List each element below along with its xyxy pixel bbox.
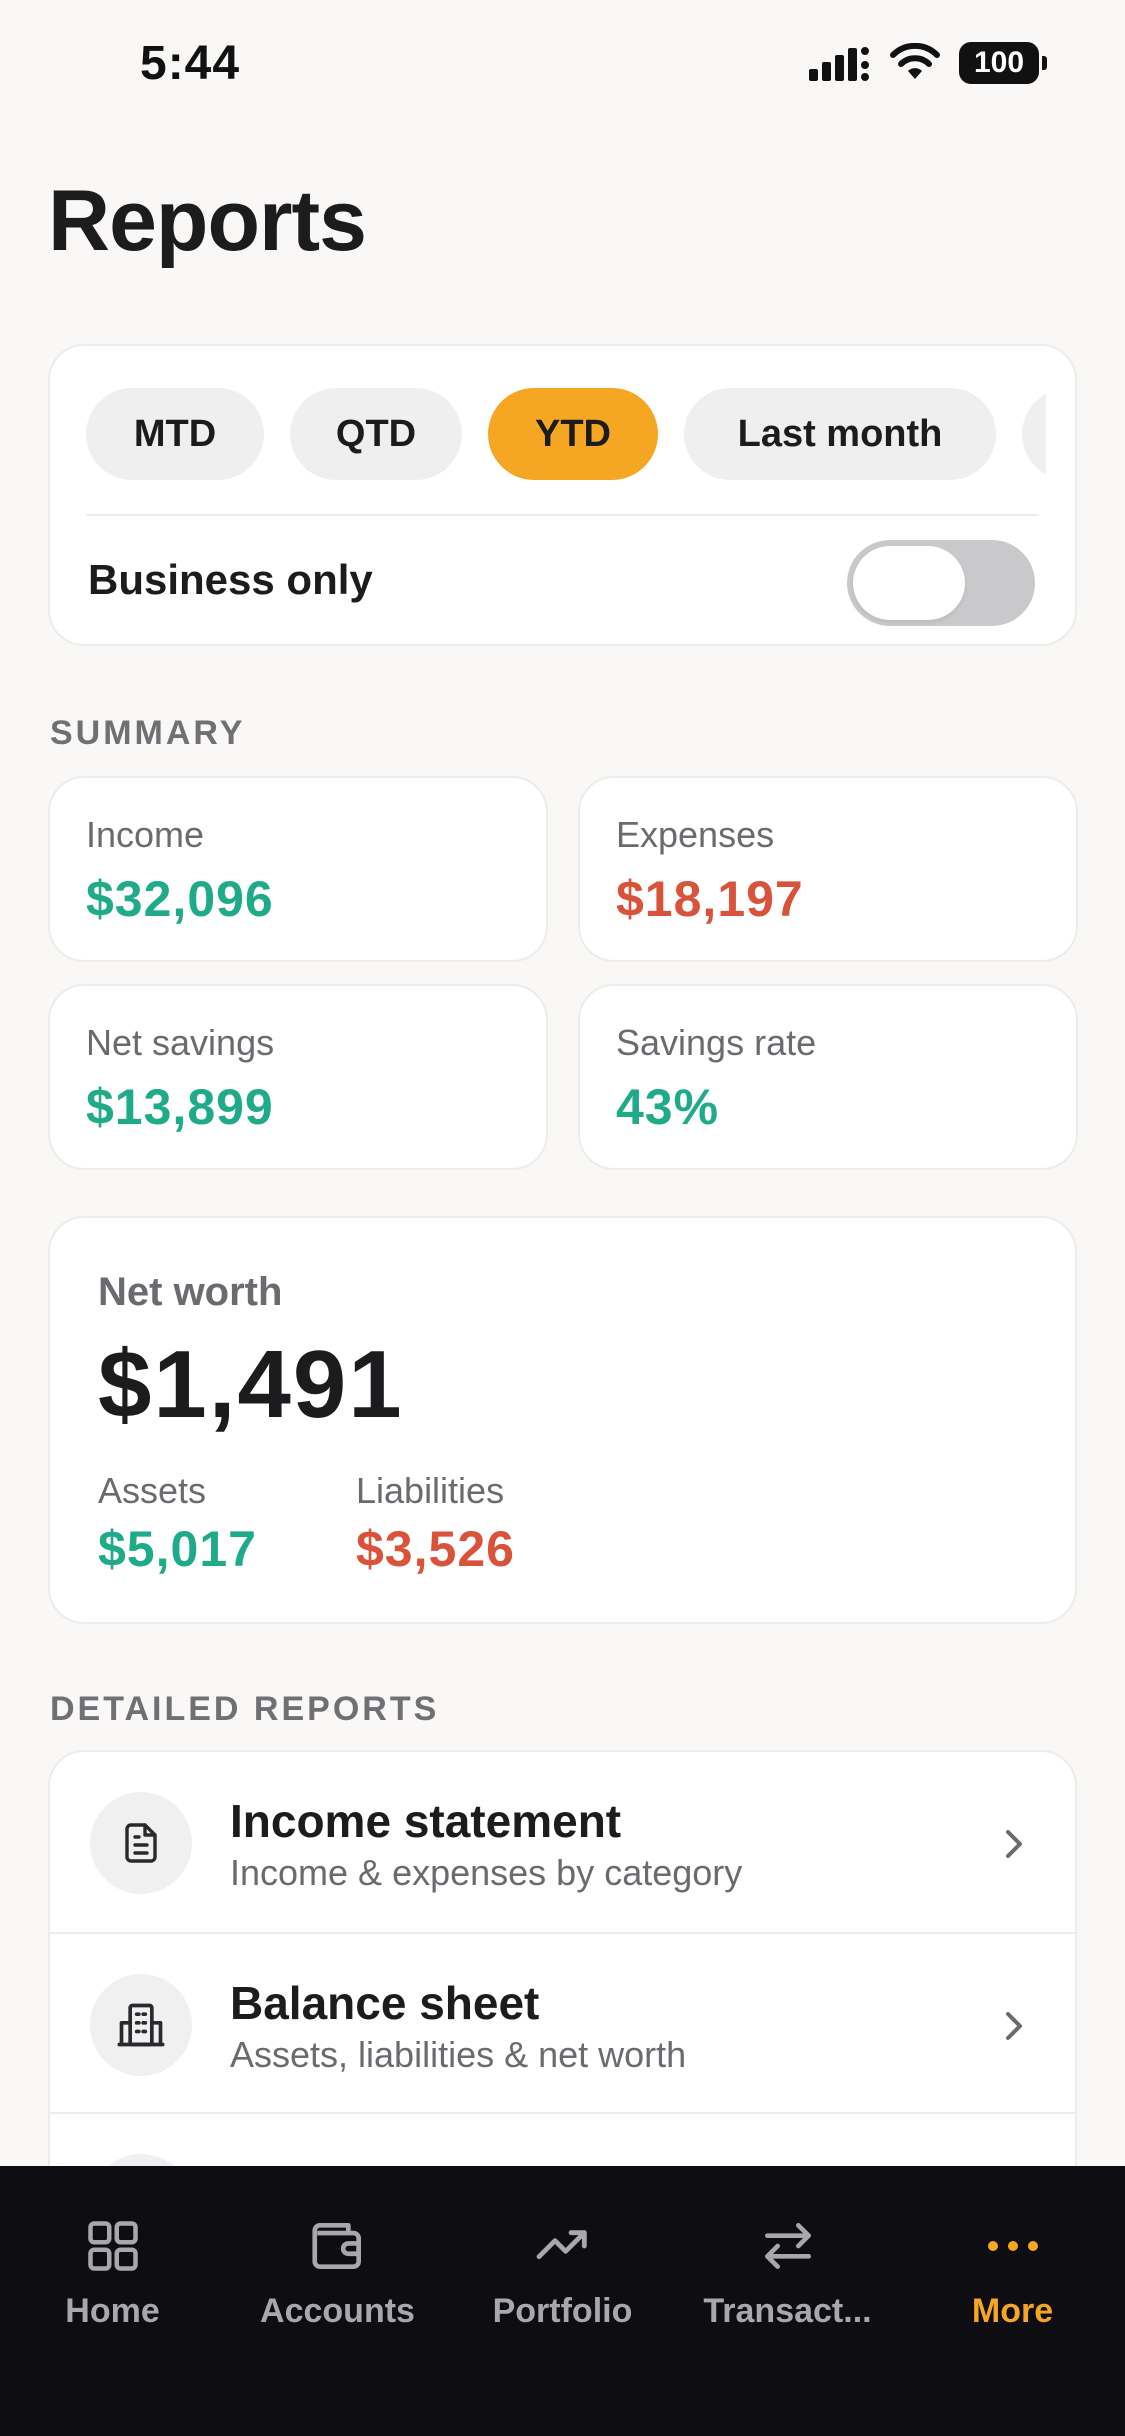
period-chips: MTD QTD YTD Last month	[86, 388, 1046, 480]
tab-label: More	[971, 2292, 1054, 2330]
business-only-toggle[interactable]	[847, 540, 1035, 626]
expenses-value: $18,197	[616, 871, 804, 927]
expenses-label: Expenses	[616, 814, 775, 855]
wifi-icon	[890, 43, 940, 79]
chip-last-month[interactable]: Last month	[684, 388, 996, 480]
cellular-signal-icon	[809, 47, 869, 81]
detailed-reports-section-label: DETAILED REPORTS	[50, 1690, 440, 1728]
tab-label: Portfolio	[492, 2292, 633, 2330]
filter-card: MTD QTD YTD Last month Business only	[48, 344, 1077, 646]
page-title: Reports	[48, 173, 367, 269]
tab-accounts[interactable]: Accounts	[225, 2210, 450, 2340]
document-icon	[90, 1792, 192, 1894]
chip-ytd[interactable]: YTD	[488, 388, 658, 480]
status-icons: 100	[809, 42, 1047, 84]
grid-icon	[83, 2210, 143, 2282]
trend-up-icon	[531, 2210, 595, 2282]
tab-transactions[interactable]: Transact...	[675, 2210, 900, 2340]
building-icon	[90, 1974, 192, 2076]
chevron-right-icon	[1006, 2012, 1022, 2040]
report-row-balance-sheet[interactable]: Balance sheet Assets, liabilities & net …	[50, 1932, 1075, 2112]
tab-home[interactable]: Home	[0, 2210, 225, 2340]
assets-label: Assets	[98, 1470, 207, 1511]
net-worth-card[interactable]: Net worth $1,491 Assets $5,017 Liabiliti…	[48, 1216, 1077, 1624]
net-savings-tile[interactable]: Net savings $13,899	[48, 984, 548, 1170]
summary-section-label: SUMMARY	[50, 714, 246, 752]
tab-more[interactable]: More	[900, 2210, 1125, 2340]
savings-rate-tile[interactable]: Savings rate 43%	[578, 984, 1078, 1170]
battery-icon: 100	[959, 42, 1047, 84]
wallet-icon	[307, 2210, 369, 2282]
tab-portfolio[interactable]: Portfolio	[450, 2210, 675, 2340]
more-icon	[983, 2210, 1043, 2282]
toggle-knob	[853, 546, 965, 620]
liabilities-value: $3,526	[356, 1521, 515, 1577]
report-subtitle: Income & expenses by category	[230, 1852, 743, 1893]
transfer-icon	[757, 2210, 819, 2282]
assets-value: $5,017	[98, 1521, 257, 1577]
tab-label: Accounts	[260, 2292, 415, 2330]
chevron-right-icon	[1006, 1830, 1022, 1858]
income-tile[interactable]: Income $32,096	[48, 776, 548, 962]
liabilities-label: Liabilities	[356, 1470, 505, 1511]
chip-mtd[interactable]: MTD	[86, 388, 264, 480]
report-title: Balance sheet	[230, 1977, 540, 2029]
divider	[86, 514, 1039, 516]
report-subtitle: Assets, liabilities & net worth	[230, 2034, 687, 2075]
chip-qtd[interactable]: QTD	[290, 388, 462, 480]
tab-label: Home	[65, 2292, 160, 2330]
income-label: Income	[86, 814, 205, 855]
net-worth-value: $1,491	[98, 1331, 404, 1438]
status-bar: 5:44 100	[0, 0, 1125, 132]
savings-rate-label: Savings rate	[616, 1022, 817, 1063]
net-savings-value: $13,899	[86, 1079, 274, 1135]
business-only-label: Business only	[88, 556, 373, 603]
report-row-income-statement[interactable]: Income statement Income & expenses by ca…	[50, 1752, 1075, 1932]
tab-label: Transact...	[703, 2292, 872, 2330]
net-savings-label: Net savings	[86, 1022, 275, 1063]
income-value: $32,096	[86, 871, 274, 927]
report-title: Income statement	[230, 1795, 622, 1847]
tab-bar: Home Accounts Portfolio Transact...	[0, 2166, 1125, 2436]
expenses-tile[interactable]: Expenses $18,197	[578, 776, 1078, 962]
net-worth-label: Net worth	[98, 1270, 283, 1314]
status-time: 5:44	[140, 37, 241, 90]
chip-more-periods[interactable]	[1022, 388, 1046, 480]
savings-rate-value: 43%	[616, 1079, 720, 1135]
